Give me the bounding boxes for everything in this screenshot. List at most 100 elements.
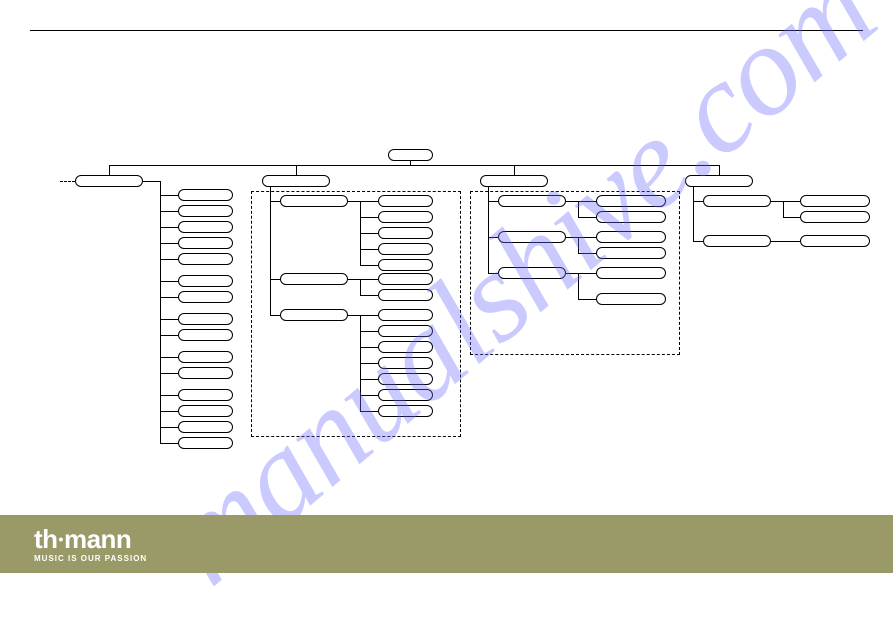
- connector: [771, 241, 800, 242]
- col2-item: [378, 289, 433, 301]
- col2-item: [378, 357, 433, 369]
- connector: [693, 241, 703, 242]
- col4-item: [800, 195, 870, 207]
- col3-head: [480, 175, 548, 187]
- col3-item: [596, 211, 666, 223]
- brand-logo: thmann: [34, 526, 147, 552]
- col2-item: [378, 211, 433, 223]
- connector: [109, 165, 110, 175]
- connector: [348, 315, 378, 316]
- col3-sub: [498, 231, 566, 243]
- connector: [160, 259, 178, 260]
- col1-item: [178, 291, 233, 303]
- col2-item: [378, 309, 433, 321]
- brand-prefix: th: [34, 524, 58, 554]
- col4-head: [685, 175, 753, 187]
- connector: [578, 201, 579, 217]
- col1-item: [178, 367, 233, 379]
- connector: [771, 201, 800, 202]
- connector: [160, 373, 178, 374]
- col2-head: [262, 175, 330, 187]
- connector: [160, 195, 178, 196]
- connector: [160, 181, 161, 443]
- col1-item: [178, 405, 233, 417]
- connector: [488, 201, 498, 202]
- col2-item: [378, 389, 433, 401]
- col1-head: [75, 175, 143, 187]
- footer-bar: thmann MUSIC IS OUR PASSION: [0, 515, 893, 573]
- connector: [348, 201, 378, 202]
- header-rule-area: [30, 30, 863, 31]
- connector: [566, 201, 596, 202]
- connector: [160, 319, 178, 320]
- col2-item: [378, 373, 433, 385]
- connector: [296, 165, 297, 175]
- col2-item: [378, 405, 433, 417]
- col3-item: [596, 247, 666, 259]
- connector: [360, 295, 378, 296]
- connector: [160, 357, 178, 358]
- connector: [160, 411, 178, 412]
- connector: [488, 237, 498, 238]
- brand-block: thmann MUSIC IS OUR PASSION: [34, 526, 147, 563]
- brand-tagline: MUSIC IS OUR PASSION: [34, 554, 147, 563]
- connector: [514, 165, 515, 175]
- col2-sub: [280, 273, 348, 285]
- col4-sub: [703, 235, 771, 247]
- brand-suffix: mann: [64, 524, 131, 554]
- connector: [693, 187, 694, 241]
- connector: [360, 265, 378, 266]
- connector: [270, 315, 280, 316]
- header-rule: [30, 30, 863, 31]
- connector: [578, 299, 596, 300]
- col2-item: [378, 195, 433, 207]
- root-node: [388, 149, 433, 161]
- col2-item: [378, 273, 433, 285]
- col4-sub: [703, 195, 771, 207]
- connector: [160, 211, 178, 212]
- connector: [488, 187, 489, 273]
- col1-item: [178, 275, 233, 287]
- connector: [160, 427, 178, 428]
- connector: [270, 201, 280, 202]
- connector: [360, 249, 378, 250]
- connector: [783, 201, 784, 217]
- connector: [719, 165, 720, 175]
- connector: [488, 273, 498, 274]
- connector: [160, 443, 178, 444]
- connector: [160, 395, 178, 396]
- connector: [160, 297, 178, 298]
- col2-item: [378, 243, 433, 255]
- connector: [566, 273, 596, 274]
- col1-item: [178, 237, 233, 249]
- org-chart: [30, 145, 863, 465]
- col2-item: [378, 341, 433, 353]
- col3-sub: [498, 195, 566, 207]
- connector: [360, 217, 378, 218]
- col3-sub: [498, 267, 566, 279]
- connector: [578, 273, 579, 299]
- col2-sub: [280, 195, 348, 207]
- connector: [783, 217, 800, 218]
- col1-item: [178, 437, 233, 449]
- col2-sub: [280, 309, 348, 321]
- col1-item: [178, 205, 233, 217]
- connector: [160, 227, 178, 228]
- col3-item: [596, 195, 666, 207]
- connector: [360, 331, 378, 332]
- col2-item: [378, 227, 433, 239]
- connector: [160, 335, 178, 336]
- col1-item: [178, 221, 233, 233]
- connector: [143, 181, 160, 182]
- col3-item: [596, 267, 666, 279]
- connector: [109, 165, 719, 166]
- connector: [360, 363, 378, 364]
- connector: [270, 279, 280, 280]
- connector: [693, 201, 703, 202]
- connector: [160, 281, 178, 282]
- connector: [578, 217, 596, 218]
- col1-item: [178, 351, 233, 363]
- connector: [360, 279, 361, 295]
- col3-item: [596, 231, 666, 243]
- connector: [360, 411, 378, 412]
